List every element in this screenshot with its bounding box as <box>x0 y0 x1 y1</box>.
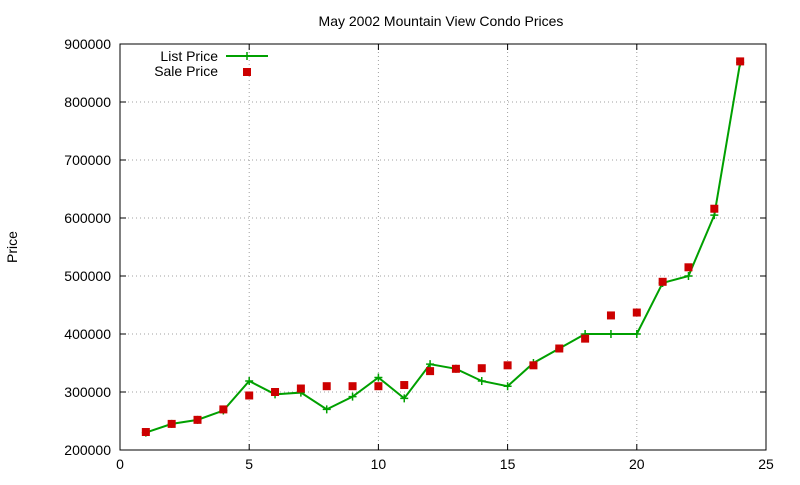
sale-price-point <box>529 361 538 370</box>
sale-price-point <box>684 263 693 272</box>
x-tick-label: 20 <box>629 456 645 472</box>
y-tick-label: 800000 <box>64 94 111 110</box>
sale-price-point <box>296 384 305 393</box>
sale-price-point <box>141 428 150 437</box>
y-tick-label: 200000 <box>64 442 111 458</box>
sale-price-point <box>219 405 228 414</box>
sale-price-point <box>271 388 280 396</box>
legend-marker-list-price <box>243 52 251 60</box>
x-tick-label: 0 <box>116 456 124 472</box>
list-price-point <box>426 360 435 369</box>
list-price-point <box>245 376 254 385</box>
y-tick-label: 500000 <box>64 268 111 284</box>
sale-price-point <box>710 204 719 213</box>
sale-price-point <box>632 308 641 317</box>
y-tick-label: 400000 <box>64 326 111 342</box>
sale-price-point <box>167 419 176 428</box>
legend: List Price Sale Price <box>154 48 268 79</box>
sale-price-point <box>477 364 486 373</box>
sale-price-point <box>736 57 745 66</box>
x-tick-label: 10 <box>371 456 387 472</box>
list-price-point <box>322 405 331 414</box>
legend-label-list-price: List Price <box>160 48 218 64</box>
y-axis-label: Price <box>4 231 20 263</box>
sale-price-point <box>426 367 435 376</box>
y-tick-label: 900000 <box>64 36 111 52</box>
sale-price-point <box>606 311 615 320</box>
list-price-point <box>348 392 357 401</box>
y-tick-label: 600000 <box>64 210 111 226</box>
sale-price-point <box>555 344 564 353</box>
sale-price-point <box>400 381 409 390</box>
list-price-point <box>374 373 383 382</box>
sale-price-point <box>348 382 357 391</box>
sale-price-point <box>658 277 667 286</box>
legend-label-sale-price: Sale Price <box>154 63 218 79</box>
ticks: 0 5 10 15 20 25 200000 300000 400000 500000 600000… <box>64 36 774 472</box>
x-tick-label: 15 <box>500 456 516 472</box>
list-price-point <box>503 382 512 391</box>
sale-price-point <box>374 382 383 391</box>
list-price-point <box>632 330 641 338</box>
sale-price-point <box>322 382 331 391</box>
list-price-line <box>145 62 742 434</box>
grid <box>120 44 766 450</box>
x-tick-label: 5 <box>245 456 253 472</box>
sale-price-point <box>451 364 460 373</box>
series <box>141 57 745 437</box>
list-price-point <box>400 394 409 403</box>
plot-frame <box>119 43 767 451</box>
sale-price-point <box>503 361 512 370</box>
list-price-point <box>606 330 615 338</box>
legend-marker-sale-price <box>243 68 251 76</box>
chart-title: May 2002 Mountain View Condo Prices <box>319 13 564 29</box>
y-tick-label: 700000 <box>64 152 111 168</box>
list-price-point <box>684 272 693 280</box>
sale-price-point <box>193 415 202 424</box>
sale-price-point <box>245 391 254 400</box>
list-price-point <box>477 376 486 385</box>
y-tick-label: 300000 <box>64 384 111 400</box>
sale-price-point <box>581 334 590 343</box>
x-tick-label: 25 <box>758 456 774 472</box>
